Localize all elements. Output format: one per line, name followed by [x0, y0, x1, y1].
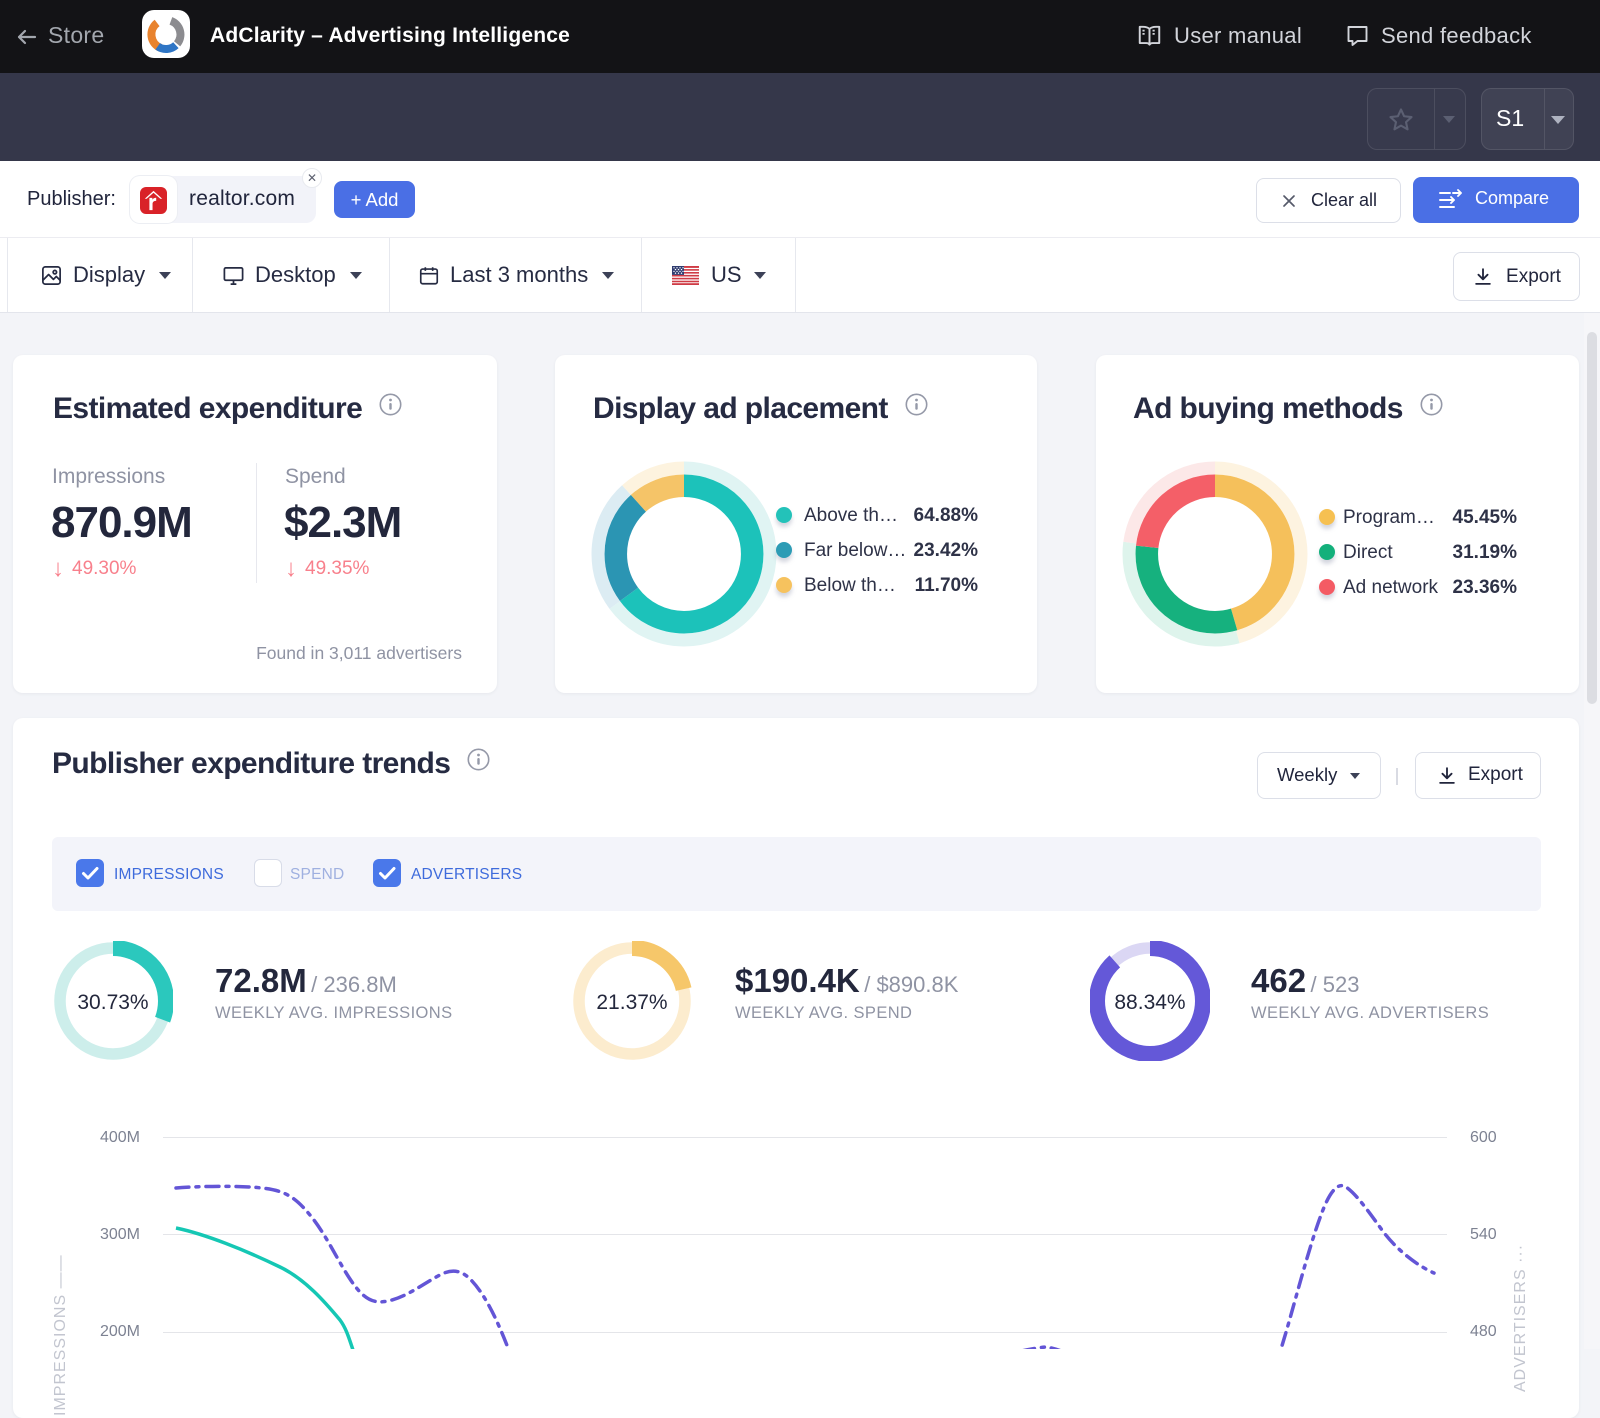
svg-text:21.37%: 21.37% — [596, 991, 667, 1014]
svg-text:88.34%: 88.34% — [1114, 991, 1185, 1014]
svg-text:30.73%: 30.73% — [77, 991, 148, 1014]
